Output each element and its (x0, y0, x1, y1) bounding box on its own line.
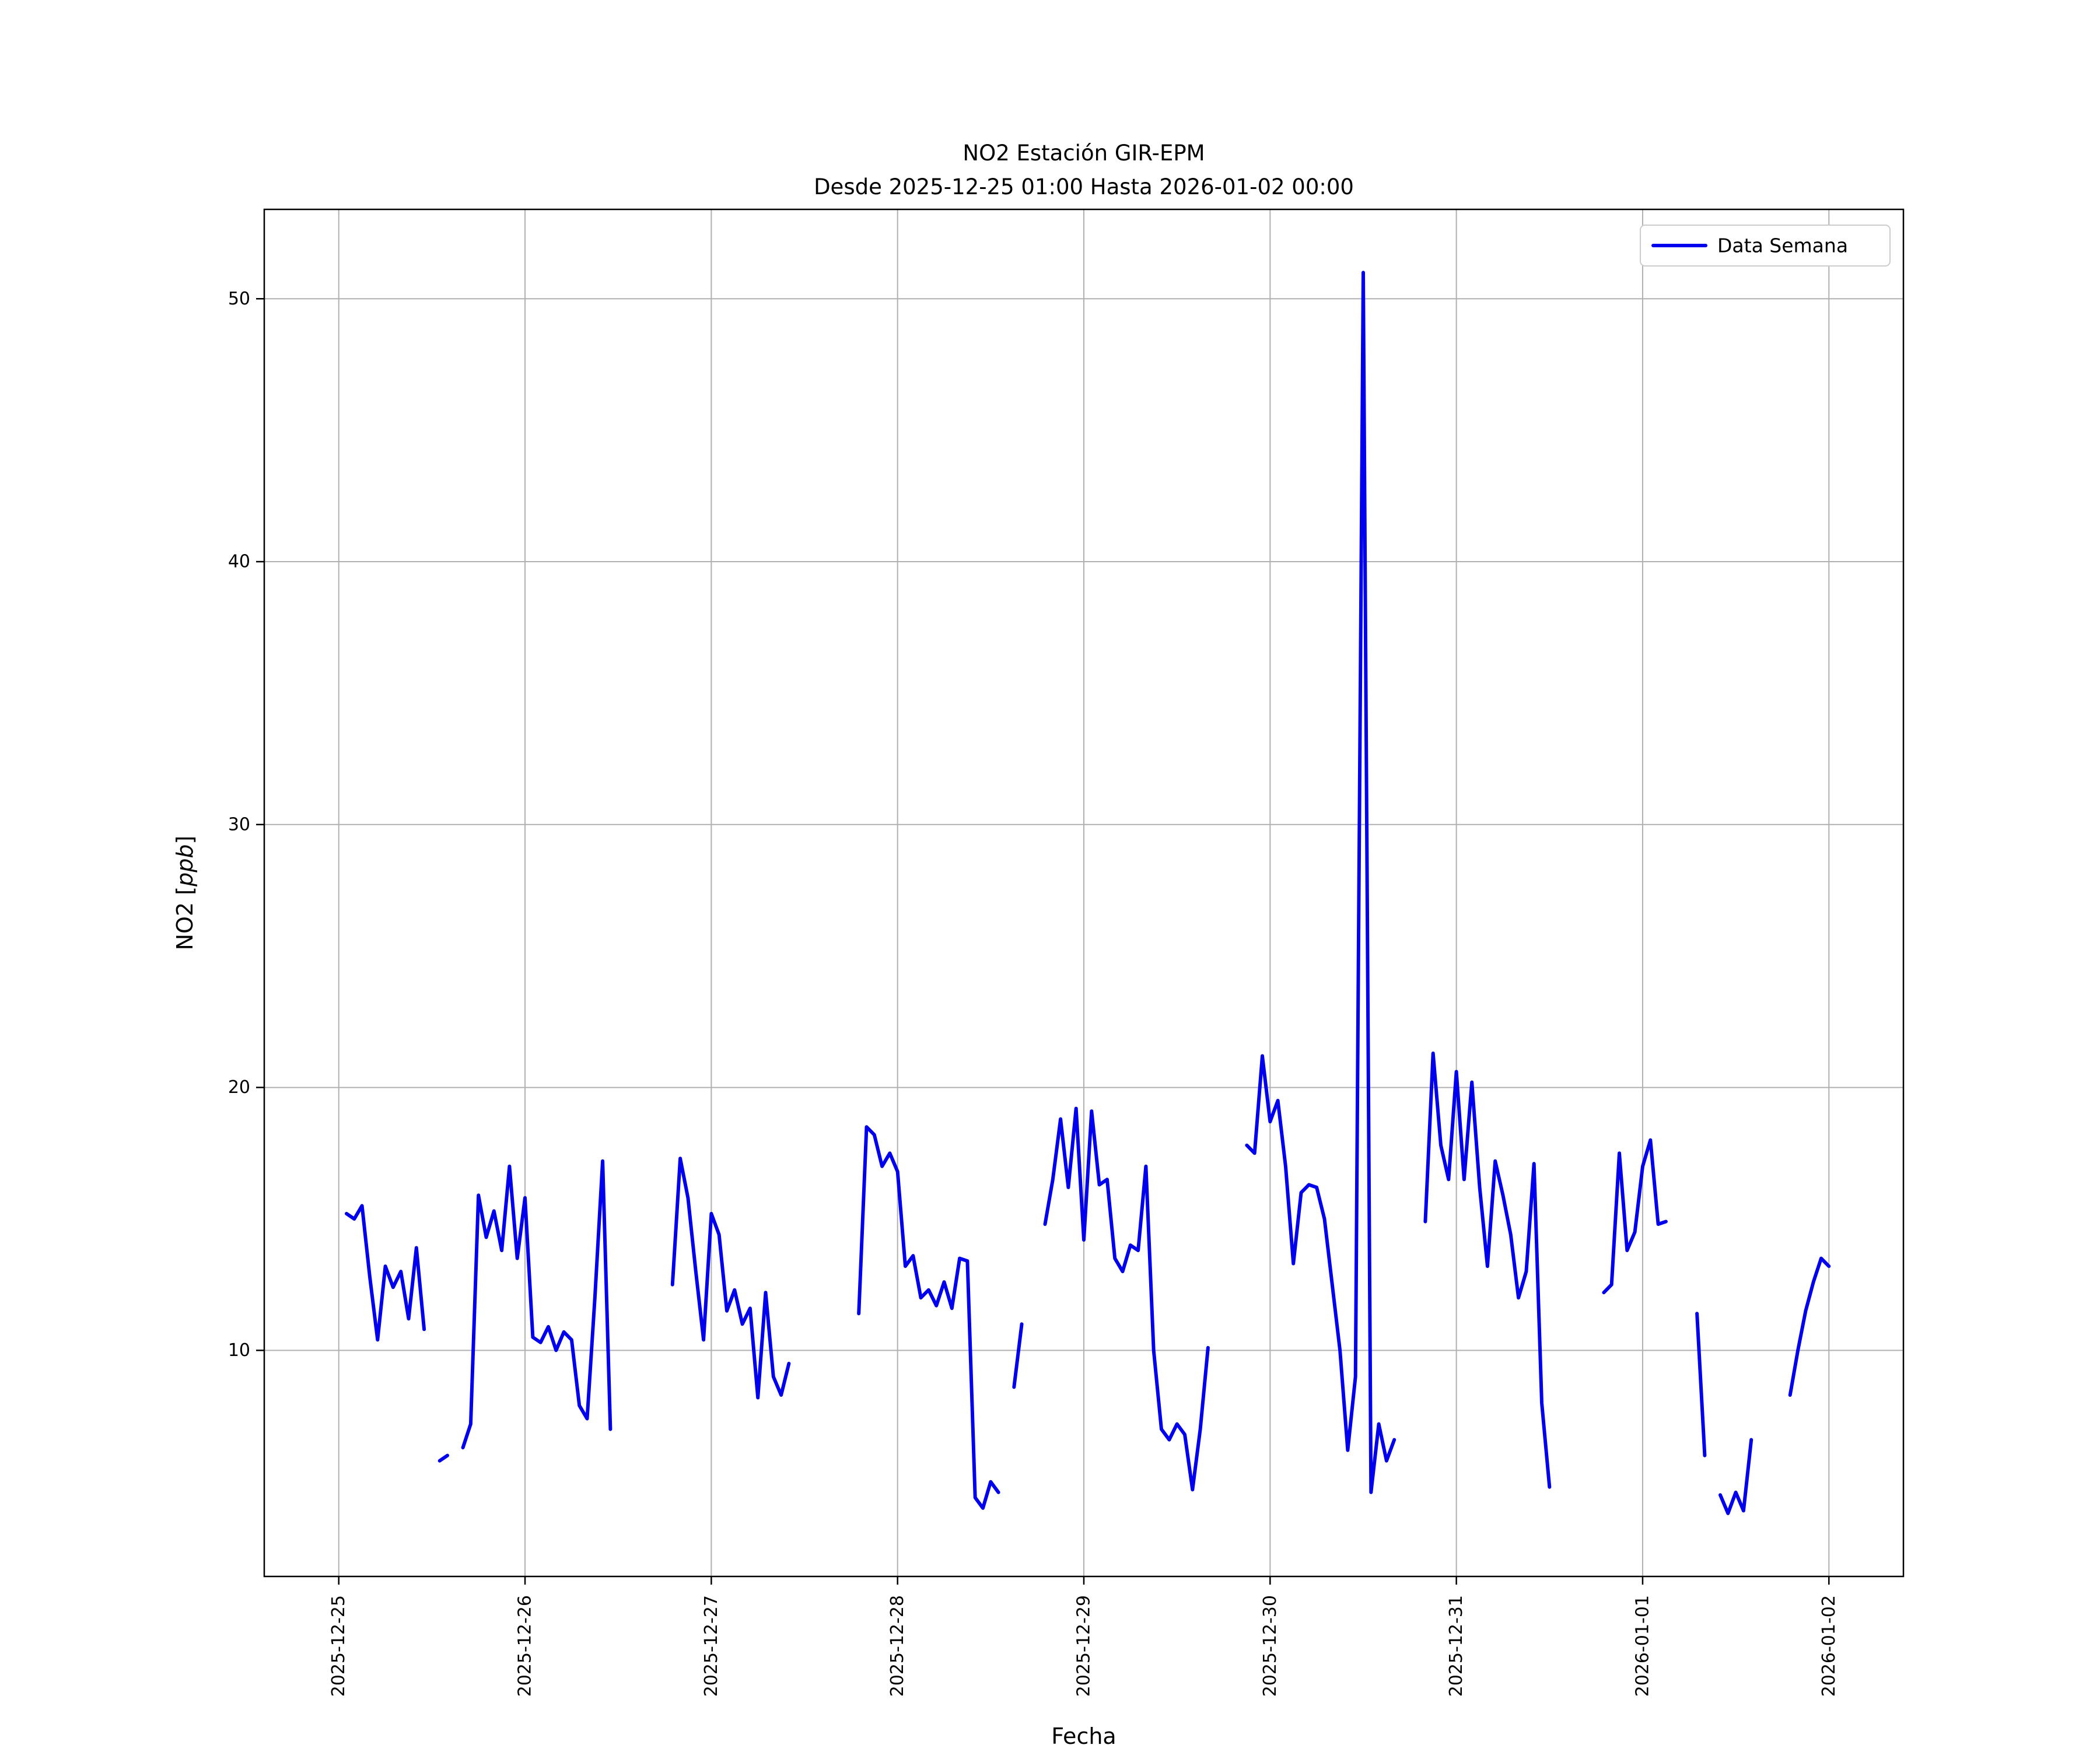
data-line-segment (857, 1125, 1000, 1510)
x-tick-label: 2025-12-30 (1260, 1595, 1280, 1697)
data-line-segment (438, 1453, 449, 1463)
legend-label: Data Semana (1717, 234, 1848, 257)
data-line-segment (1788, 1256, 1831, 1397)
x-tick-label: 2025-12-28 (887, 1595, 908, 1697)
x-tick-label: 2025-12-29 (1074, 1595, 1094, 1697)
data-line-segment (1423, 1052, 1552, 1489)
y-tick-label: 20 (228, 1077, 250, 1098)
x-tick-label: 2026-01-02 (1819, 1595, 1839, 1697)
legend: Data Semana (1640, 225, 1891, 267)
legend-box (1640, 225, 1891, 267)
tick-layer: 2025-12-25 2025-12-26 2025-12-27 2025-12-28… (228, 289, 1839, 1697)
label-layer: NO2 [ppb] (172, 836, 198, 951)
x-axis-label: Fecha (1051, 1723, 1116, 1749)
x-tick-label: 2025-12-25 (328, 1595, 349, 1697)
data-line-segment (1245, 271, 1396, 1494)
data-line-segment (1043, 1106, 1210, 1492)
data-line-segment (461, 1159, 612, 1450)
x-tick-label: 2026-01-01 (1632, 1595, 1653, 1697)
y-tick-label: 30 (228, 814, 250, 835)
y-tick-label: 50 (228, 289, 250, 309)
grid-layer (264, 209, 1903, 1576)
y-tick-label: 10 (228, 1340, 250, 1361)
data-line-segment (345, 1204, 426, 1342)
x-tick-label: 2025-12-31 (1446, 1595, 1466, 1697)
y-axis-label: NO2 [ppb] (172, 836, 198, 951)
chart-title-line1: NO2 Estación GIR-EPM (963, 141, 1205, 166)
series-layer (345, 271, 1831, 1515)
data-line-segment (1718, 1438, 1754, 1515)
y-tick-label: 40 (228, 552, 250, 572)
x-tick-label: 2025-12-27 (701, 1595, 722, 1697)
chart-title-line2: Desde 2025-12-25 01:00 Hasta 2026-01-02 … (814, 174, 1354, 199)
data-line-segment (1695, 1312, 1707, 1457)
data-line-segment (670, 1157, 791, 1400)
x-tick-label: 2025-12-26 (515, 1595, 536, 1697)
data-line-segment (1602, 1138, 1668, 1295)
data-line-segment (1012, 1322, 1024, 1389)
